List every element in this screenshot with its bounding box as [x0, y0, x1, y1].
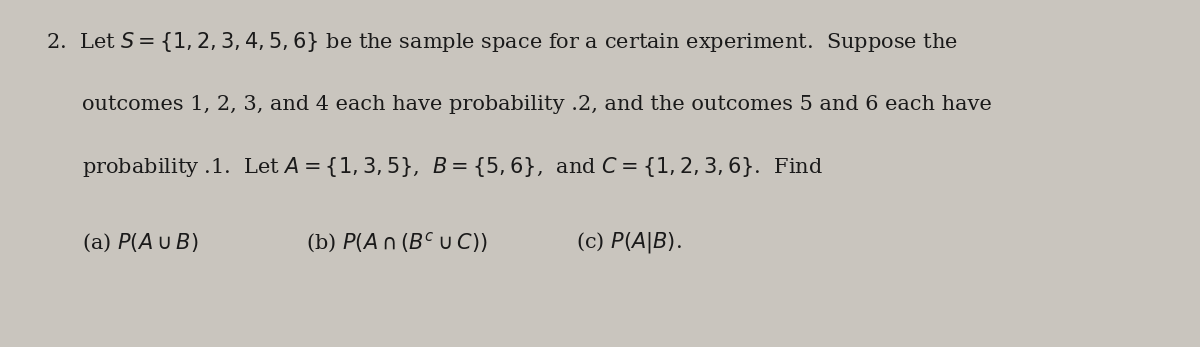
- Text: (a) $P(A \cup B)$: (a) $P(A \cup B)$: [82, 232, 198, 254]
- Text: (b) $P(A \cap (B^c \cup C))$: (b) $P(A \cap (B^c \cup C))$: [306, 231, 488, 255]
- Text: (c) $P(A|B)$.: (c) $P(A|B)$.: [576, 230, 682, 255]
- Text: probability .1.  Let $A = \{1, 3, 5\}$,  $B = \{5, 6\}$,  and $C = \{1, 2, 3, 6\: probability .1. Let $A = \{1, 3, 5\}$, $…: [82, 154, 822, 179]
- Text: outcomes 1, 2, 3, and 4 each have probability .2, and the outcomes 5 and 6 each : outcomes 1, 2, 3, and 4 each have probab…: [82, 95, 991, 113]
- Text: 2.  Let $S = \{1, 2, 3, 4, 5, 6\}$ be the sample space for a certain experiment.: 2. Let $S = \{1, 2, 3, 4, 5, 6\}$ be the…: [46, 29, 958, 54]
